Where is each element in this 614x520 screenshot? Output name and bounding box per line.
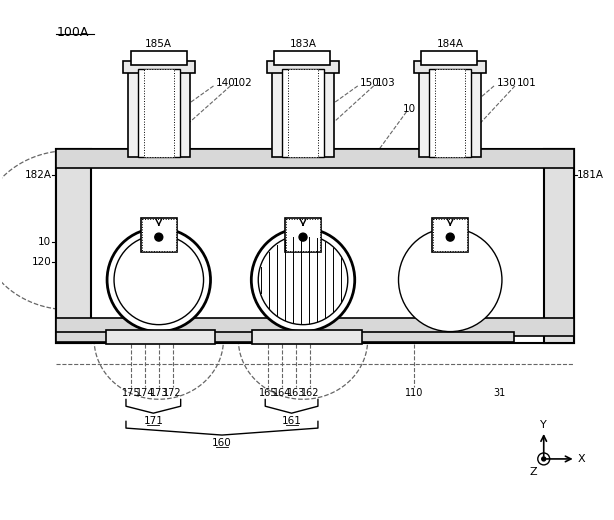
- Bar: [128, 69, 190, 157]
- Text: X: X: [578, 454, 585, 464]
- Text: 150: 150: [360, 78, 379, 88]
- Bar: [414, 61, 486, 73]
- Bar: [429, 69, 471, 157]
- Bar: [252, 330, 362, 344]
- Text: 160: 160: [212, 438, 232, 448]
- Bar: [138, 69, 180, 157]
- Circle shape: [251, 228, 355, 332]
- Text: Y: Y: [540, 420, 547, 430]
- Circle shape: [446, 233, 454, 241]
- Text: 130: 130: [497, 78, 517, 88]
- Bar: [56, 332, 514, 342]
- Text: 161: 161: [282, 416, 301, 426]
- Text: 10: 10: [38, 237, 52, 247]
- Bar: [282, 69, 324, 157]
- Bar: [288, 69, 318, 157]
- Text: 162: 162: [301, 388, 319, 398]
- Text: 184A: 184A: [437, 39, 464, 49]
- Bar: [56, 149, 91, 343]
- Text: 165: 165: [259, 388, 278, 398]
- Text: 174: 174: [136, 388, 154, 398]
- Circle shape: [114, 235, 204, 324]
- Bar: [435, 69, 465, 157]
- Bar: [433, 219, 467, 251]
- Text: 171: 171: [144, 416, 163, 426]
- Circle shape: [538, 453, 550, 465]
- Circle shape: [299, 233, 307, 241]
- Bar: [286, 219, 320, 251]
- Text: 163: 163: [287, 388, 305, 398]
- Bar: [144, 69, 174, 157]
- Bar: [56, 149, 573, 343]
- Circle shape: [398, 228, 502, 332]
- Bar: [432, 218, 468, 252]
- Text: 101: 101: [517, 78, 537, 88]
- Text: 120: 120: [32, 257, 52, 267]
- Bar: [141, 218, 177, 252]
- Bar: [142, 219, 176, 251]
- Text: 175: 175: [122, 388, 140, 398]
- Circle shape: [542, 457, 546, 461]
- Text: 140: 140: [216, 78, 235, 88]
- Bar: [56, 318, 573, 335]
- Text: 100A: 100A: [56, 26, 88, 39]
- Bar: [123, 61, 195, 73]
- Text: 10: 10: [403, 104, 416, 114]
- Bar: [421, 51, 477, 65]
- Bar: [419, 69, 481, 157]
- Circle shape: [258, 235, 348, 324]
- Bar: [106, 330, 216, 344]
- Text: 182A: 182A: [25, 171, 52, 180]
- Circle shape: [155, 233, 163, 241]
- Text: 173: 173: [150, 388, 168, 398]
- Bar: [544, 149, 573, 343]
- Text: 172: 172: [163, 388, 182, 398]
- Text: 102: 102: [233, 78, 252, 88]
- Bar: [274, 51, 330, 65]
- Bar: [272, 69, 334, 157]
- Text: 181A: 181A: [577, 171, 604, 180]
- Text: 103: 103: [376, 78, 395, 88]
- Text: 110: 110: [405, 388, 424, 398]
- Text: Z: Z: [530, 467, 538, 477]
- Text: 183A: 183A: [290, 39, 317, 49]
- Text: 31: 31: [493, 388, 505, 398]
- Circle shape: [107, 228, 211, 332]
- Bar: [267, 61, 339, 73]
- Text: 164: 164: [273, 388, 291, 398]
- Text: 185A: 185A: [146, 39, 173, 49]
- Bar: [285, 218, 321, 252]
- Bar: [56, 149, 573, 168]
- Bar: [131, 51, 187, 65]
